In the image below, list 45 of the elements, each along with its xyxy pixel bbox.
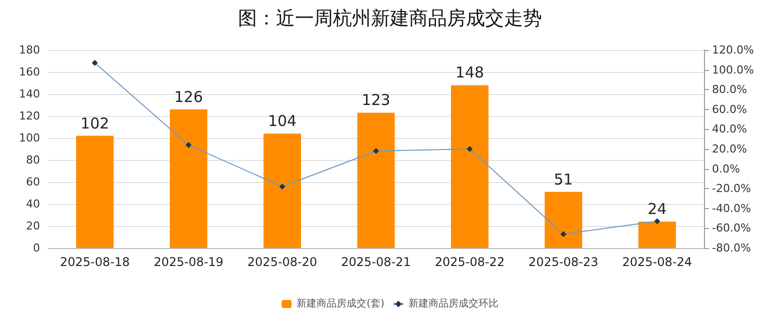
y-tick-label: 100 [19, 132, 40, 144]
y2-tick-label: 100.0% [712, 63, 754, 76]
y2-tick-label: -20.0% [712, 182, 751, 196]
data-label: 104 [268, 112, 297, 130]
legend-label: 新建商品房成交环比 [408, 298, 498, 310]
x-tick-label: 2025-08-22 [434, 255, 505, 269]
y-tick-label: 120 [19, 110, 40, 122]
y2-tick-label: 0.0% [712, 162, 740, 176]
data-label: 123 [362, 91, 390, 110]
y-tick-label: 140 [19, 88, 40, 100]
bar [638, 222, 676, 248]
y-tick-label: 40 [26, 198, 40, 210]
y-tick-label: 180 [19, 44, 40, 56]
x-tick-label: 2025-08-24 [622, 255, 692, 269]
chart-title: 图：近一周杭州新建商品房成交走势 [238, 8, 542, 30]
y-tick-label: 80 [26, 154, 40, 166]
bar [357, 112, 395, 248]
data-label: 126 [174, 88, 203, 106]
y2-tick-label: 60.0% [712, 102, 747, 116]
y2-tick-label: 20.0% [712, 142, 747, 156]
legend-label: 新建商品房成交(套) [296, 298, 384, 310]
x-tick-label: 2025-08-20 [247, 255, 318, 269]
y2-tick-label: 40.0% [712, 122, 747, 136]
y2-tick-label: -40.0% [712, 202, 751, 215]
x-tick-label: 2025-08-19 [154, 255, 224, 269]
y-tick-label: 20 [26, 220, 40, 232]
bar [450, 85, 488, 248]
data-label: 24 [648, 200, 667, 218]
x-tick-label: 2025-08-23 [528, 255, 598, 269]
bar [170, 109, 208, 248]
bar [76, 136, 114, 248]
y-tick-label: 160 [19, 66, 40, 78]
data-label: 148 [455, 64, 484, 82]
y2-tick-label: -80.0% [712, 242, 751, 254]
y-tick-label: 0 [33, 242, 40, 254]
y2-tick-label: 120.0% [712, 44, 754, 56]
data-label: 51 [554, 170, 573, 188]
y2-tick-label: -60.0% [712, 222, 751, 235]
x-tick-label: 2025-08-18 [60, 255, 130, 269]
y2-tick-label: 80.0% [712, 83, 747, 96]
bar [264, 134, 302, 248]
x-tick-label: 2025-08-21 [341, 255, 411, 269]
data-label: 102 [80, 114, 110, 132]
y-tick-label: 60 [26, 176, 40, 188]
bar [544, 192, 582, 248]
